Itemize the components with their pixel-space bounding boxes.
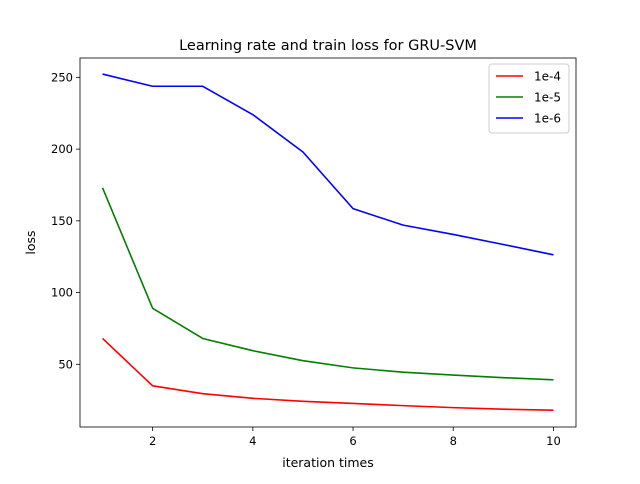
x-tick-label: 2 [149, 434, 156, 448]
legend: 1e-4 1e-5 1e-6 [488, 63, 570, 134]
x-tick-label: 6 [349, 434, 356, 448]
series-line-1e-4 [102, 337, 554, 412]
y-tick-label: 100 [51, 286, 73, 300]
plot-frame [79, 57, 577, 428]
series-line-1e-5 [101, 187, 554, 381]
series-layer [101, 73, 554, 412]
legend-label-1e-6: 1e-6 [534, 112, 561, 126]
chart-title: Learning rate and train loss for GRU-SVM [179, 38, 477, 54]
y-tick-label: 150 [51, 214, 73, 228]
y-axis-label: loss [23, 230, 38, 254]
y-tick-label: 250 [51, 70, 73, 84]
legend-label-1e-4: 1e-4 [534, 70, 561, 84]
x-axis-label: iteration times [282, 455, 374, 470]
legend-label-1e-5: 1e-5 [534, 91, 561, 105]
y-axis: 50 100 150 200 250 [51, 70, 80, 371]
series-line-1e-6 [102, 73, 554, 256]
legend-box [488, 63, 570, 134]
x-axis: 2 4 6 8 10 [149, 427, 561, 448]
x-tick-label: 4 [249, 434, 256, 448]
y-tick-label: 50 [58, 357, 73, 371]
x-tick-label: 8 [450, 434, 457, 448]
y-tick-label: 200 [51, 142, 73, 156]
x-tick-label: 10 [546, 434, 561, 448]
